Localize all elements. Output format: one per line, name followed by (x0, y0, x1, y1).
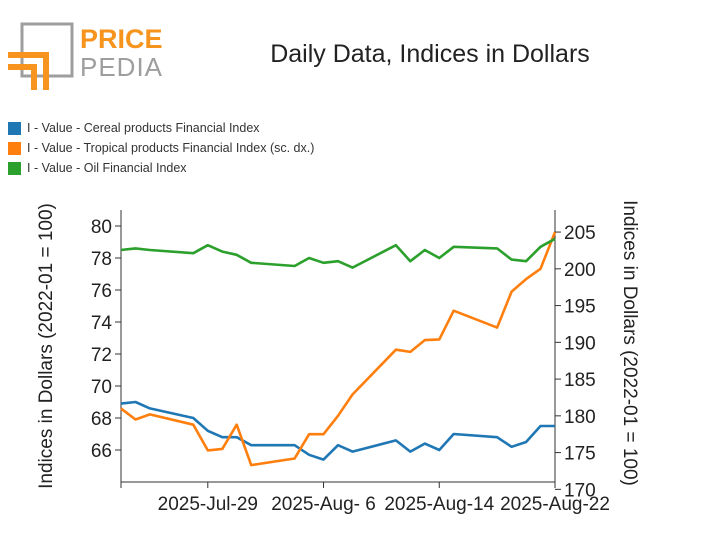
y-tick-label-left: 74 (91, 313, 113, 334)
legend-label-cereal: I - Value - Cereal products Financial In… (27, 121, 260, 135)
x-tick-label: 2025-Aug- 6 (271, 494, 376, 515)
y-tick-label-right: 190 (564, 333, 596, 354)
y-tick-label-left: 66 (91, 441, 112, 462)
y-tick-label-right: 170 (564, 480, 596, 501)
legend-swatch-oil (8, 161, 21, 175)
chart-title: Daily Data, Indices in Dollars (270, 40, 590, 68)
y-tick-label-right: 185 (564, 370, 596, 391)
y-tick-label-left: 68 (91, 409, 112, 430)
chart-series-lines (120, 231, 557, 467)
series-line-tropical (120, 231, 557, 467)
legend-item: I - Value - Tropical products Financial … (8, 138, 314, 158)
y-tick-label-left: 72 (91, 345, 112, 366)
logo-word-pedia: PEDIA (80, 52, 163, 82)
chart-legend: I - Value - Cereal products Financial In… (8, 118, 314, 178)
legend-label-oil: I - Value - Oil Financial Index (27, 161, 187, 175)
legend-swatch-cereal (8, 121, 21, 135)
legend-item: I - Value - Oil Financial Index (8, 158, 314, 178)
y-tick-label-left: 80 (91, 217, 112, 238)
legend-swatch-tropical (8, 141, 21, 155)
y-tick-label-right: 195 (564, 297, 596, 318)
series-line-cereal (120, 400, 555, 461)
y-tick-label-right: 175 (564, 444, 596, 465)
series-line-oil (120, 237, 556, 269)
pricepedia-logo: PRICE PEDIA (5, 20, 168, 93)
x-tick-label: 2025-Jul-29 (158, 494, 258, 515)
legend-item: I - Value - Cereal products Financial In… (8, 118, 314, 138)
y-tick-label-right: 180 (564, 407, 596, 428)
legend-label-tropical: I - Value - Tropical products Financial … (27, 141, 315, 155)
y-axis-label-right: Indices in Dollars (2022-01 = 100) (619, 200, 640, 486)
y-tick-label-right: 200 (564, 260, 596, 281)
y-tick-label-left: 76 (91, 281, 112, 302)
chart-axes: 66 68 70 72 74 76 78 80 170 175 180 185 190 195 200 205… (91, 210, 610, 515)
y-tick-label-right: 205 (564, 223, 596, 244)
logo-word-price: PRICE (80, 24, 163, 54)
logo-mark (5, 22, 74, 93)
x-tick-label: 2025-Aug-14 (384, 494, 494, 515)
y-tick-label-left: 78 (91, 249, 112, 270)
y-axis-label-left: Indices in Dollars (2022-01 = 100) (36, 203, 57, 489)
x-tick-label: 2025-Aug-22 (500, 494, 610, 515)
y-tick-label-left: 70 (91, 377, 112, 398)
